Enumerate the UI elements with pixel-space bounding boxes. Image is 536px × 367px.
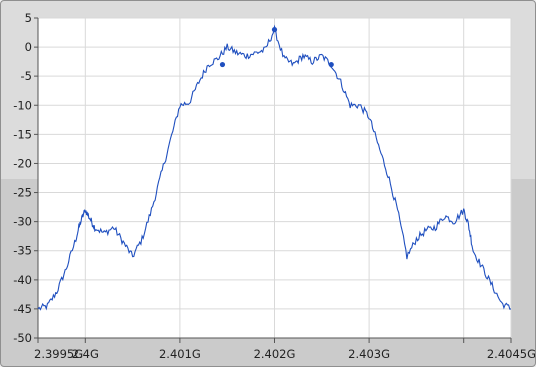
data-point-marker: [328, 61, 334, 68]
y-tick-label: 0: [25, 40, 32, 54]
y-tick-label: -50: [13, 331, 32, 345]
data-point-marker: [271, 27, 278, 33]
y-tick-label: -5: [21, 69, 32, 83]
x-tick-label: 2.4G: [72, 347, 99, 361]
series-group: [37, 24, 512, 311]
y-tick-label: -40: [13, 273, 32, 287]
y-tick-label: -25: [13, 186, 32, 200]
y-tick-label: -35: [13, 244, 32, 258]
y-tick-label: -20: [13, 156, 32, 170]
y-tick-label: -45: [13, 302, 32, 316]
x-tick-label: 2.3995G: [34, 347, 83, 361]
y-tick-label: -10: [13, 98, 32, 112]
y-tick-label: 5: [25, 11, 32, 25]
series-line: [37, 24, 512, 311]
x-tick-label: 2.402G: [254, 347, 296, 361]
x-tick-label: 2.403G: [348, 347, 390, 361]
data-point-marker: [219, 61, 226, 68]
y-tick-label: -30: [13, 215, 32, 229]
y-tick-label: -15: [13, 127, 32, 141]
y-axis: 5 0 -5 -10 -15 -20 -25 -30 -35 -40 -45 -50: [13, 11, 38, 345]
grid: [37, 17, 512, 339]
x-tick-label: 2.401G: [159, 347, 201, 361]
x-tick-label: 2.4045G: [487, 347, 536, 361]
